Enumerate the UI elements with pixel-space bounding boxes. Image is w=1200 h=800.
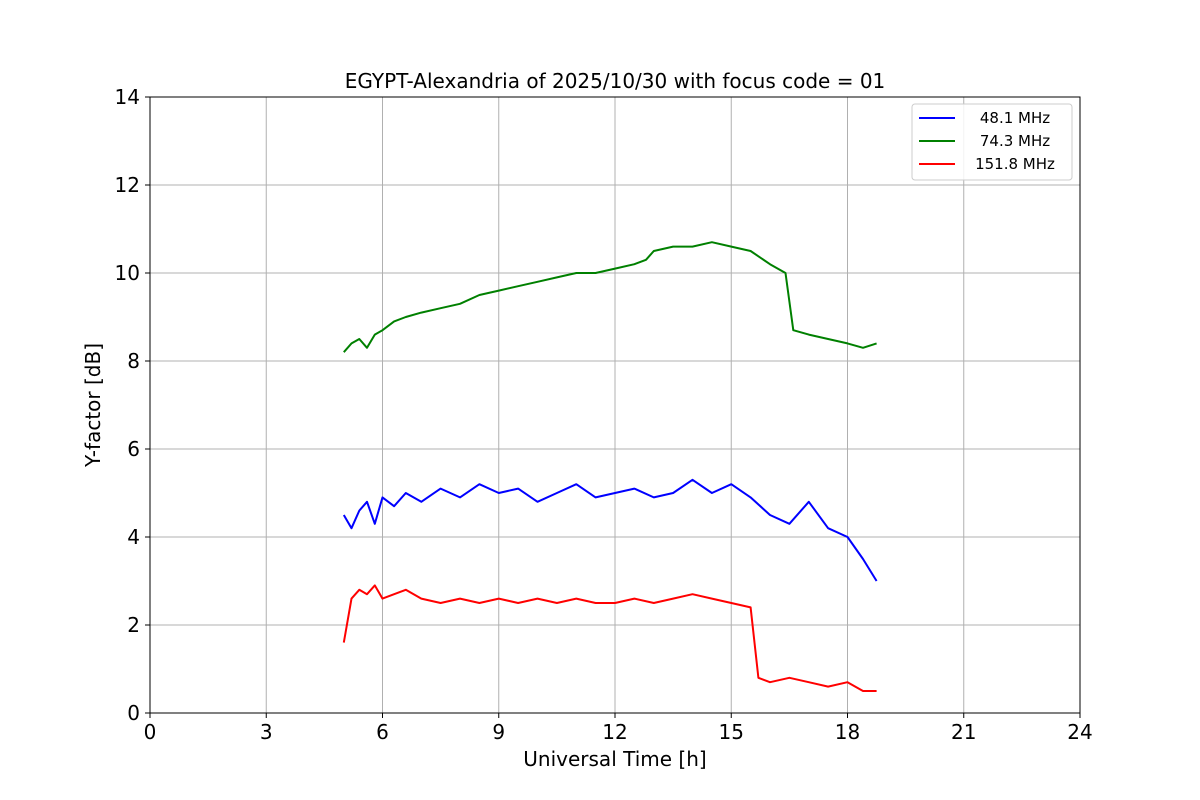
- y-tick-label: 10: [115, 261, 140, 285]
- x-tick-label: 24: [1067, 720, 1092, 744]
- x-tick-label: 12: [602, 720, 627, 744]
- y-tick-label: 12: [115, 173, 140, 197]
- x-tick-label: 21: [951, 720, 976, 744]
- x-tick-label: 3: [260, 720, 273, 744]
- y-tick-label: 14: [115, 85, 140, 109]
- y-tick-label: 4: [127, 525, 140, 549]
- legend-box: [911, 103, 1073, 181]
- series-line-74-3-mhz: [343, 241, 877, 353]
- y-axis-label: Y-factor [dB]: [81, 343, 105, 468]
- legend-label: 151.8 MHz: [975, 155, 1055, 173]
- x-ticks: 0 3 6 9 12 15 18 21 24: [144, 713, 1093, 744]
- x-tick-label: 6: [376, 720, 389, 744]
- y-tick-label: 0: [127, 701, 140, 725]
- chart-title: EGYPT-Alexandria of 2025/10/30 with focu…: [345, 69, 886, 93]
- series-layer: [342, 241, 878, 692]
- legend-label: 48.1 MHz: [980, 109, 1050, 127]
- y-tick-label: 8: [127, 349, 140, 373]
- legend: 48.1 MHz 74.3 MHz 151.8 MHz: [911, 103, 1073, 181]
- x-tick-label: 9: [492, 720, 505, 744]
- series-line-151-8-mhz: [342, 584, 877, 692]
- x-tick-label: 0: [144, 720, 157, 744]
- y-tick-label: 2: [127, 613, 140, 637]
- x-tick-label: 18: [835, 720, 860, 744]
- y-tick-label: 6: [127, 437, 140, 461]
- series-line-48-1-mhz: [342, 478, 878, 582]
- x-tick-label: 15: [719, 720, 744, 744]
- legend-label: 74.3 MHz: [980, 132, 1050, 150]
- x-axis-label: Universal Time [h]: [523, 747, 706, 771]
- y-ticks: 0 2 4 6 8 10 12 14: [115, 85, 150, 725]
